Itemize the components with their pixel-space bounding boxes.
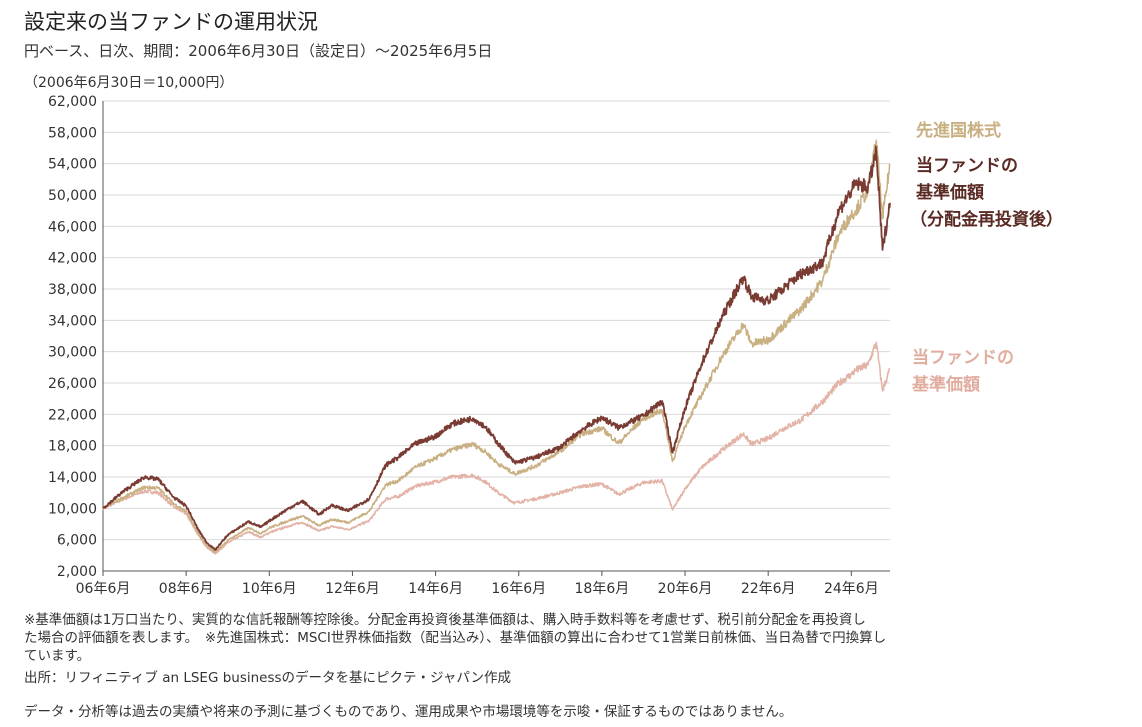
series-line-developed_stocks	[102, 139, 891, 554]
y-tick-label: 54,000	[48, 157, 97, 173]
y-tick-label: 34,000	[48, 313, 97, 329]
series-line-nav_reinvested	[102, 145, 891, 551]
x-tick-label: 24年6月	[824, 581, 879, 597]
legend-nav-line1: 当ファンドの	[912, 348, 1014, 368]
legend-nav-reinvested-line2: 基準価額	[916, 183, 984, 203]
legend-nav-reinvested: 当ファンドの 基準価額 （分配金再投資後）	[910, 153, 1063, 234]
legend-nav-reinvested-line3: （分配金再投資後）	[910, 210, 1063, 230]
line-chart: 2,000 6,000 10,000 14,000 18,000 22,000 26,000…	[48, 94, 891, 597]
y-axis-note: （2006年6月30日＝10,000円）	[24, 75, 234, 91]
x-tick-label: 22年6月	[741, 581, 796, 597]
y-tick-label: 6,000	[57, 533, 97, 549]
footnotes: ※基準価額は1万口当たり、実質的な信託報酬等控除後。分配金再投資後基準価額は、購…	[24, 611, 1124, 687]
legend-nav-reinvested-line1: 当ファンドの	[916, 156, 1018, 176]
legend-nav: 当ファンドの 基準価額	[912, 345, 1014, 399]
chart-subtitle: 円ベース、日次、期間：2006年6月30日（設定日）～2025年6月5日	[24, 42, 493, 60]
x-tick-label: 20年6月	[658, 581, 713, 597]
y-tick-label: 10,000	[48, 501, 97, 517]
y-tick-label: 18,000	[48, 439, 97, 455]
series-line-nav	[102, 341, 891, 555]
y-tick-label: 42,000	[48, 251, 97, 267]
y-tick-label: 38,000	[48, 282, 97, 298]
x-tick-label: 14年6月	[408, 581, 463, 597]
legend-developed-stocks: 先進国株式	[916, 118, 1001, 145]
legend-nav-line2: 基準価額	[912, 375, 980, 395]
footnote-line-3: ています。	[24, 648, 91, 664]
y-tick-label: 62,000	[48, 94, 97, 110]
x-tick-label: 12年6月	[325, 581, 380, 597]
y-tick-label: 50,000	[48, 188, 97, 204]
y-tick-label: 22,000	[48, 407, 97, 423]
x-tick-label: 06年6月	[76, 581, 131, 597]
x-tick-label: 18年6月	[575, 581, 630, 597]
x-tick-label: 16年6月	[491, 581, 546, 597]
y-tick-label: 58,000	[48, 125, 97, 141]
y-tick-label: 46,000	[48, 219, 97, 235]
disclaimer: データ・分析等は過去の実績や将来の予測に基づくものであり、運用成果や市場環境等を…	[24, 704, 793, 720]
page-title: 設定来の当ファンドの運用状況	[24, 10, 318, 34]
footnote-line-2: た場合の評価額を表します。 ※先進国株式：MSCI世界株価指数（配当込み）、基準…	[24, 630, 887, 646]
y-tick-label: 30,000	[48, 345, 97, 361]
source-note: 出所：リフィニティブ an LSEG businessのデータを基にピクテ・ジャ…	[24, 670, 512, 686]
y-tick-label: 2,000	[57, 564, 97, 580]
y-tick-label: 14,000	[48, 470, 97, 486]
x-tick-label: 08年6月	[159, 581, 214, 597]
x-tick-label: 10年6月	[242, 581, 297, 597]
y-tick-label: 26,000	[48, 376, 97, 392]
legend-developed-stocks-label: 先進国株式	[916, 121, 1001, 141]
footnote-line-1: ※基準価額は1万口当たり、実質的な信託報酬等控除後。分配金再投資後基準価額は、購…	[24, 612, 866, 628]
